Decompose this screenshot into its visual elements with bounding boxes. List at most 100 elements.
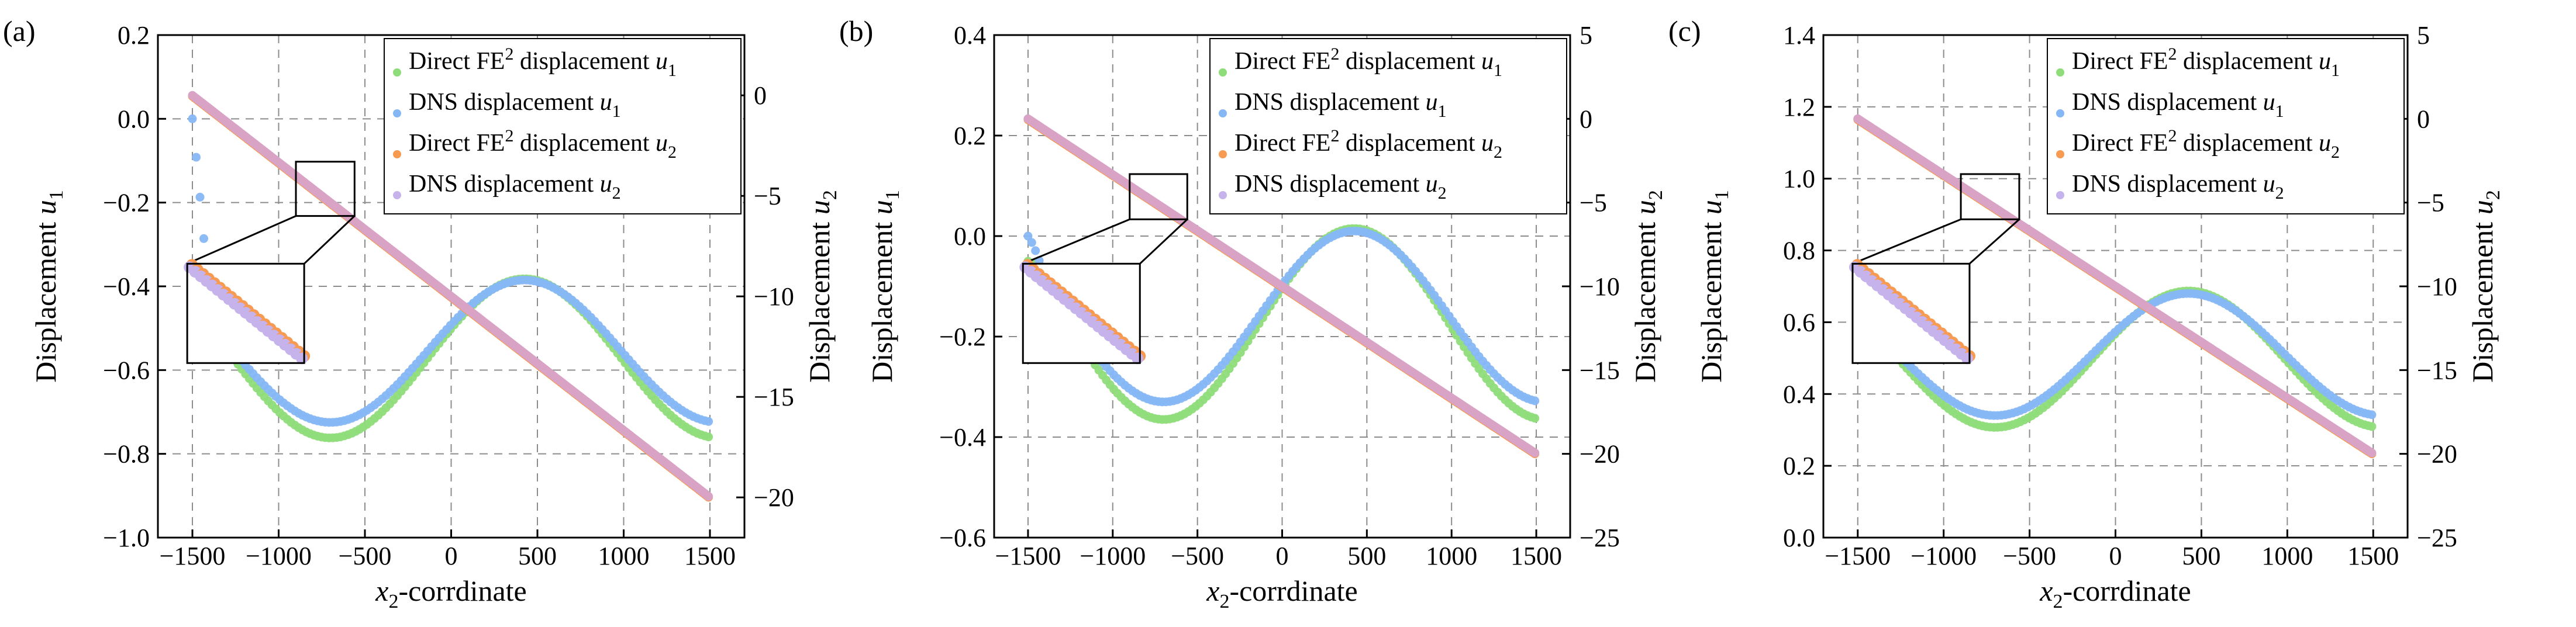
y-right-axis-label: Displacement u2	[1629, 190, 1667, 382]
zoom-inset-frame	[1022, 262, 1141, 364]
data-points	[1023, 114, 1540, 459]
legend-entry-dns_u2: DNS displacement u2	[2072, 171, 2284, 203]
y-right-tick-label: −5	[1580, 189, 1607, 217]
y-left-tick-label: 0.4	[954, 21, 986, 50]
x-axis-label: x2-corrdinate	[375, 574, 527, 612]
x-tick-label: 500	[2182, 542, 2220, 570]
legend-marker-dns_u1	[393, 109, 401, 117]
zoom-connector	[187, 215, 296, 265]
x-tick-label: −1000	[246, 542, 312, 570]
y-left-tick-label: 0.0	[118, 105, 150, 133]
x-tick-label: 1000	[2261, 542, 2313, 570]
x-tick-label: 0	[2109, 542, 2122, 570]
data-point-dns_u2	[704, 491, 713, 501]
y-left-tick-label: 1.2	[1783, 93, 1815, 122]
zoom-connector	[1968, 219, 2020, 265]
y-right-tick-label: −15	[2417, 356, 2457, 384]
panel-b: −1500 −1000 −500 0 500 1000 1500 −0.6 −0.4 −0.2 0.…	[839, 15, 1667, 612]
data-point-fe2_u1	[1530, 414, 1540, 423]
zoom-inset	[1849, 259, 1975, 365]
legend-box	[1209, 38, 1567, 214]
x-tick-label: 1000	[598, 542, 650, 570]
y-left-tick-label: 0.6	[1783, 308, 1815, 337]
y-right-tick-label: 5	[1580, 21, 1592, 50]
data-point-dns_u1	[1023, 231, 1033, 241]
zoom-inset	[1019, 259, 1146, 365]
data-point-dns_u2	[2367, 448, 2377, 458]
legend-marker-fe2_u2	[393, 150, 401, 158]
y-left-tick-label: −0.4	[939, 423, 986, 452]
data-point-fe2_u1	[704, 432, 713, 442]
y-right-axis-label: Displacement u2	[2466, 190, 2504, 382]
y-left-tick-label: 0.4	[1783, 380, 1815, 408]
x-axis-label: x2-corrdinate	[1206, 574, 1358, 612]
y-left-tick-label: −0.4	[103, 272, 150, 301]
y-right-tick-label: 0	[2417, 105, 2430, 133]
legend-marker-dns_u2	[2056, 191, 2064, 199]
y-left-tick-label: −0.8	[103, 440, 150, 469]
y-right-tick-label: −15	[754, 383, 794, 411]
x-tick-label: 1500	[1511, 542, 1562, 570]
y-left-tick-label: 0.8	[1783, 237, 1815, 265]
data-point-dns_u1	[2367, 410, 2377, 420]
y-right-tick-label: 0	[1580, 105, 1592, 133]
y-left-tick-label: −1.0	[103, 524, 150, 552]
x-tick-label: −1000	[1080, 542, 1146, 570]
data-point-dns_u1	[1027, 238, 1036, 247]
y-right-tick-label: −25	[1580, 524, 1620, 552]
x-tick-label: −500	[339, 542, 392, 570]
data-point-dns_u1	[192, 153, 201, 162]
zoom-region-box	[1960, 173, 2020, 220]
panel-a: −1500 −1000 −500 0 500 1000 1500 −1.0 −0.8 −0.6 −0…	[3, 15, 841, 612]
data-points	[1853, 114, 2377, 459]
x-tick-label: 0	[1276, 542, 1289, 570]
legend-marker-fe2_u1	[2056, 68, 2064, 77]
zoom-inset-frame	[186, 262, 305, 364]
legend-entry-fe2_u2: Direct FE2 displacement u2	[409, 126, 677, 162]
y-right-tick-label: −20	[1580, 440, 1620, 469]
y-right-tick-label: −10	[2417, 272, 2457, 301]
panel-label: (c)	[1668, 15, 1701, 47]
legend-entry-dns_u1: DNS displacement u1	[409, 89, 621, 121]
y-right-axis-label: Displacement u2	[803, 190, 841, 382]
legend-entry-fe2_u2: Direct FE2 displacement u2	[2072, 126, 2340, 162]
y-left-tick-label: −0.2	[939, 323, 986, 351]
legend: Direct FE2 displacement u1 DNS displaceme…	[384, 38, 742, 214]
y-left-tick-label: 0.2	[954, 122, 986, 150]
data-point-dns_u1	[195, 192, 205, 202]
y-left-tick-label: 1.0	[1783, 165, 1815, 193]
legend-entry-fe2_u1: Direct FE2 displacement u1	[409, 44, 677, 80]
panel-label: (a)	[3, 15, 36, 47]
y-left-tick-label: 0.0	[954, 222, 986, 251]
legend: Direct FE2 displacement u1 DNS displaceme…	[1209, 38, 1567, 214]
data-point-dns_u1	[188, 114, 197, 123]
y-right-tick-label: −10	[1580, 272, 1620, 301]
panel-label: (b)	[839, 15, 873, 47]
legend-entry-dns_u2: DNS displacement u2	[1234, 171, 1447, 203]
zoom-connector	[1139, 219, 1188, 265]
x-tick-label: 1500	[684, 542, 736, 570]
y-right-tick-label: −20	[2417, 440, 2457, 469]
legend-marker-fe2_u2	[2056, 150, 2064, 158]
data-point-dns_u2	[1530, 448, 1540, 458]
zoom-connector	[304, 215, 356, 265]
x-tick-label: 500	[518, 542, 557, 570]
x-tick-label: 500	[1347, 542, 1386, 570]
zoom-connector	[1022, 218, 1130, 265]
legend-entry-fe2_u1: Direct FE2 displacement u1	[1234, 44, 1502, 80]
y-left-tick-label: 0.2	[118, 21, 150, 50]
legend-entry-dns_u1: DNS displacement u1	[2072, 89, 2284, 121]
legend-marker-dns_u2	[393, 191, 401, 199]
legend-box	[2047, 38, 2405, 214]
x-axis-label: x2-corrdinate	[2039, 574, 2191, 612]
panel-c: −1500 −1000 −500 0 500 1000 1500 0.0 0.2 0.4 0.6 0.…	[1668, 15, 2504, 612]
y-right-tick-label: −25	[2417, 524, 2457, 552]
legend-marker-dns_u1	[2056, 109, 2064, 117]
legend: Direct FE2 displacement u1 DNS displaceme…	[2047, 38, 2405, 214]
zoom-inset-frame	[1851, 262, 1971, 364]
y-left-axis-label: Displacement u1	[865, 190, 904, 382]
y-left-tick-label: −0.2	[103, 189, 150, 217]
y-right-tick-label: −5	[2417, 189, 2444, 217]
x-tick-label: 1000	[1426, 542, 1477, 570]
x-tick-label: −1000	[1911, 542, 1977, 570]
